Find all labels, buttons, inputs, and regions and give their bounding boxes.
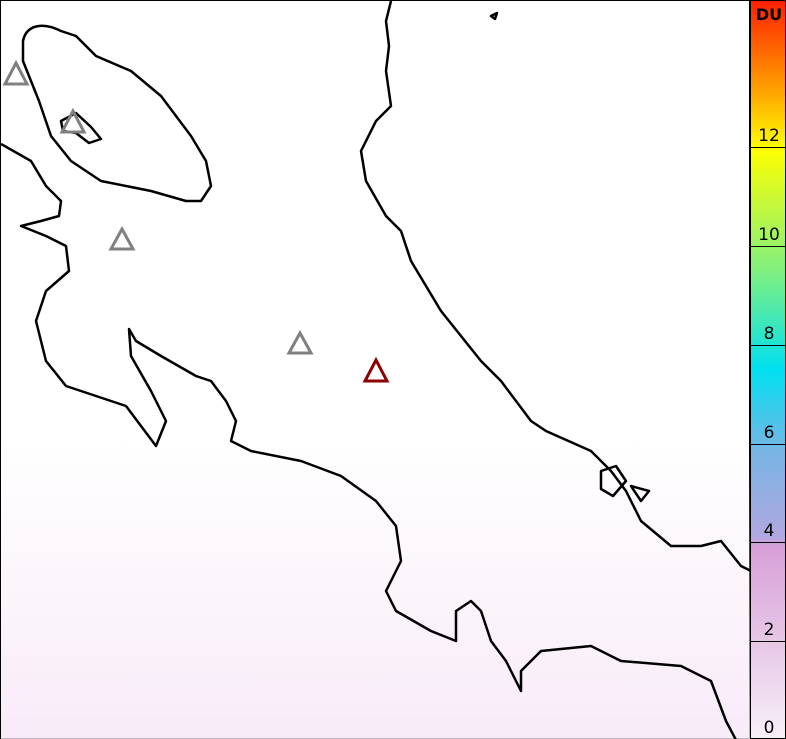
small-island: [489, 11, 499, 21]
coastlines: [1, 1, 751, 739]
map-panel: [0, 0, 751, 739]
colorbar-tick-label: 8: [763, 323, 775, 344]
caribbean-coastline: [359, 1, 751, 573]
volcano-triangle-icon[interactable]: [108, 225, 136, 251]
colorbar-unit-label: DU: [755, 5, 783, 24]
colorbar-tick: [751, 641, 786, 643]
volcano-markers: [2, 59, 390, 383]
colorbar: DU 0 2 4 6 8 10 12: [750, 0, 786, 739]
volcano-triangle-icon[interactable]: [286, 329, 314, 355]
colorbar-tick: [751, 443, 786, 445]
colorbar-tick-label: 0: [763, 718, 775, 738]
colorbar-tick-label: 12: [758, 126, 780, 147]
colorbar-tick-label: 6: [763, 422, 775, 443]
colorbar-tick: [751, 246, 786, 247]
volcano-triangle-icon[interactable]: [59, 107, 87, 134]
colorbar-tick-label: 10: [758, 225, 780, 245]
colorbar-tick: [751, 542, 786, 544]
lake-nicaragua-shore: [21, 24, 213, 203]
volcano-triangle-icon[interactable]: [2, 59, 30, 86]
pacific-coastline: [1, 142, 737, 739]
colorbar-tick-label: 2: [763, 620, 775, 641]
bocas-del-toro-islands: [599, 464, 651, 503]
colorbar-tick-label: 4: [763, 521, 775, 542]
colorbar-tick: [751, 344, 786, 346]
colorbar-tick: [751, 147, 786, 149]
active-volcano-triangle-icon[interactable]: [362, 356, 390, 383]
